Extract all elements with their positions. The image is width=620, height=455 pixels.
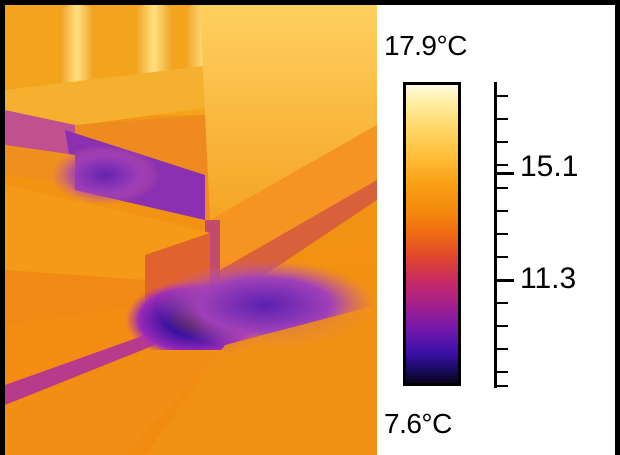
scale-tick [494,95,508,97]
thermal-image [5,5,377,455]
scale-tick [494,325,508,327]
scale-major-tick [494,279,514,282]
scale-tick [494,371,508,373]
scale-tick [494,164,508,166]
min-temperature-label: 7.6°C [384,408,452,439]
scale-tick [494,385,508,387]
thermal-scene [5,5,377,455]
tick-label-low: 11.3 [520,262,577,295]
scale-tick [494,210,508,212]
scale-tick [494,118,508,120]
scale-tick [494,141,508,143]
scale-tick [494,187,508,189]
scale-tick [494,302,508,304]
scale-major-tick [494,172,514,175]
scale-tick [494,256,508,258]
color-scale-bar [403,82,461,386]
scale-axis-line [494,82,497,388]
max-temperature-label: 17.9°C [384,30,467,61]
scale-tick [494,233,508,235]
scale-tick [494,348,508,350]
tick-label-high: 15.1 [520,150,579,183]
